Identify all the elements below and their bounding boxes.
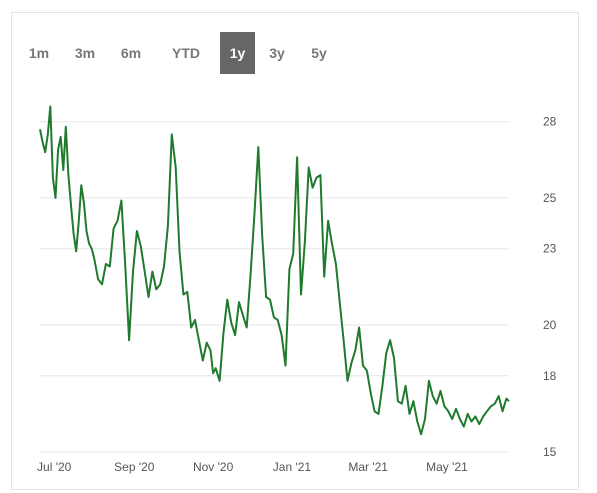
- series-line-0: [39, 105, 510, 436]
- x-axis-ticks: Jul '20 Sep '20 Nov '20 Jan '21 Mar '21 May '…: [37, 460, 468, 474]
- tab-1y[interactable]: 1y: [220, 32, 255, 74]
- y-axis-ticks: 15 18 20 23 25 28: [543, 115, 557, 459]
- gridlines: [40, 121, 509, 453]
- chart-card: [11, 12, 579, 490]
- x-tick-label: Sep '20: [114, 460, 155, 474]
- y-tick-label: 20: [543, 318, 557, 332]
- x-tick-label: Jan '21: [273, 460, 312, 474]
- tab-1m[interactable]: 1m: [28, 45, 50, 61]
- tab-ytd[interactable]: YTD: [172, 45, 200, 61]
- y-tick-label: 18: [543, 369, 557, 383]
- x-tick-label: Nov '20: [193, 460, 234, 474]
- series-group: [39, 105, 510, 436]
- y-tick-label: 25: [543, 191, 557, 205]
- tab-3y[interactable]: 3y: [269, 45, 285, 61]
- y-tick-label: 23: [543, 242, 557, 256]
- y-tick-label: 28: [543, 115, 557, 129]
- x-tick-label: Mar '21: [348, 460, 388, 474]
- y-tick-label: 15: [543, 445, 557, 459]
- x-tick-label: Jul '20: [37, 460, 72, 474]
- tab-6m[interactable]: 6m: [120, 45, 142, 61]
- tab-5y[interactable]: 5y: [311, 45, 327, 61]
- tab-3m[interactable]: 3m: [74, 45, 96, 61]
- x-tick-label: May '21: [426, 460, 468, 474]
